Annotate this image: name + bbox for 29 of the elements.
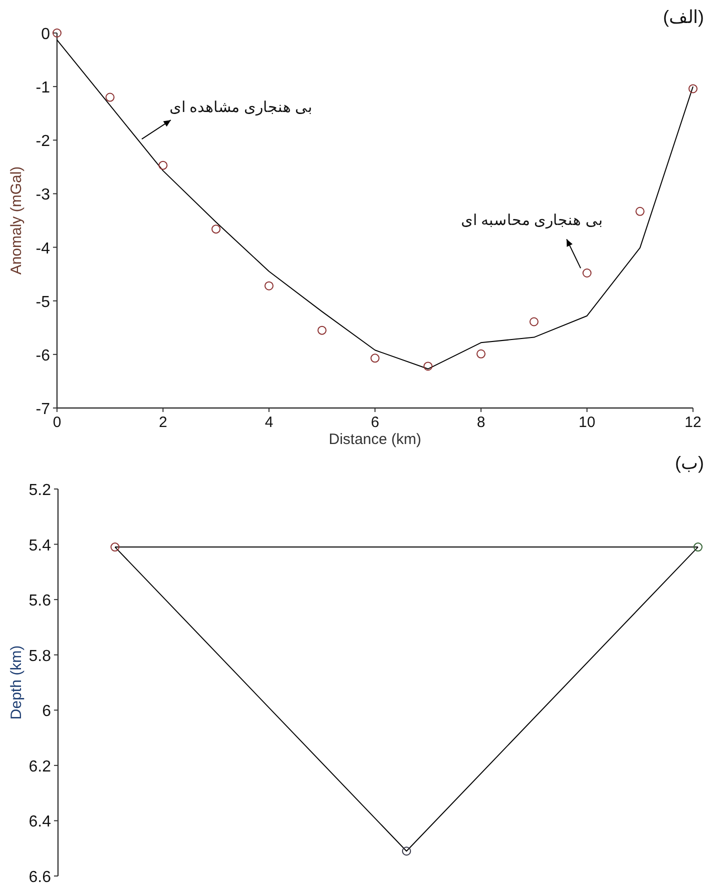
y-tick-label: 6.2 xyxy=(28,758,52,776)
y-tick-label: 6.6 xyxy=(28,869,52,886)
y-tick-label: 0 xyxy=(41,26,50,43)
y-tick-label: 5.4 xyxy=(28,537,52,554)
x-tick-label: 4 xyxy=(264,414,274,431)
annotation: بی هنجاری محاسبه ای xyxy=(460,212,602,230)
x-tick-label: 12 xyxy=(684,414,702,431)
x-tick-label: 6 xyxy=(370,414,380,431)
y-tick-label: 5.8 xyxy=(28,648,52,665)
chart-title: (ب) xyxy=(675,453,704,473)
x-tick-label: 10 xyxy=(578,414,596,431)
y-tick-label: -2 xyxy=(36,133,50,150)
y-tick-label: -5 xyxy=(36,294,50,311)
y-tick-label: -7 xyxy=(36,401,50,418)
x-axis-title: Distance (km) xyxy=(328,431,422,448)
y-tick-label: 6 xyxy=(42,703,52,720)
y-tick-label: 6.4 xyxy=(28,814,52,831)
y-tick-label: -4 xyxy=(36,240,50,258)
y-tick-label: -3 xyxy=(36,186,50,204)
y-tick-label: 5.6 xyxy=(28,592,52,610)
x-tick-label: 8 xyxy=(476,414,486,431)
x-tick-label: 2 xyxy=(158,414,168,431)
annotation: بی هنجاری مشاهده ای xyxy=(170,99,312,116)
y-axis-title: Depth (km) xyxy=(8,645,25,720)
y-tick-label: -6 xyxy=(36,347,50,364)
y-axis-title: Anomaly (mGal) xyxy=(8,166,25,275)
y-tick-label: 5.2 xyxy=(28,482,52,499)
chart-title: (الف) xyxy=(663,7,704,27)
y-tick-label: -1 xyxy=(36,80,50,97)
